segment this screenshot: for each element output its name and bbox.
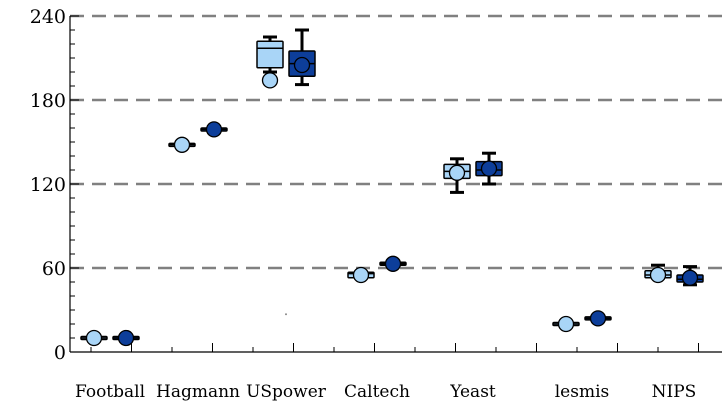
mean-marker	[85, 329, 103, 347]
mean-marker	[589, 310, 607, 327]
mean-marker	[448, 164, 466, 181]
box-football-dark	[112, 329, 140, 347]
box-hagmann-light	[168, 136, 196, 153]
iqr-box	[256, 40, 284, 69]
box-uspower-light	[256, 35, 284, 89]
box-uspower-dark	[288, 28, 316, 87]
box-caltech-dark	[379, 255, 407, 272]
box-caltech-light	[347, 266, 375, 284]
y-tick-label-240: 240	[30, 6, 66, 28]
box-nips-dark	[676, 265, 704, 287]
axes	[69, 15, 722, 353]
y-tick-label-120: 120	[30, 174, 66, 196]
box-football-light	[80, 329, 108, 347]
category-label-uspower: USpower	[246, 382, 327, 402]
mean-marker	[352, 266, 370, 284]
mean-marker	[293, 56, 311, 74]
category-label-nips: NIPS	[652, 382, 697, 402]
labels: 0 60 120 180 240 Football Hagmann USpower Caltec…	[30, 6, 697, 402]
box-nips-light	[644, 263, 672, 284]
y-tick-label-60: 60	[42, 258, 66, 280]
mean-marker	[557, 315, 575, 333]
category-label-caltech: Caltech	[344, 382, 410, 402]
box-yeast-light	[443, 157, 471, 194]
box-hagmann-dark	[200, 121, 228, 138]
category-label-football: Football	[75, 382, 145, 402]
mean-marker	[205, 121, 223, 138]
mean-marker	[649, 266, 667, 284]
category-label-hagmann: Hagmann	[156, 382, 240, 402]
mean-marker	[117, 329, 135, 347]
mean-marker	[681, 269, 699, 286]
boxes	[80, 28, 704, 347]
mean-marker	[261, 72, 279, 89]
box-lesmis-light	[552, 315, 580, 333]
category-label-yeast: Yeast	[449, 382, 496, 402]
box-lesmis-dark	[584, 310, 612, 327]
outlier-point-0	[285, 313, 287, 316]
y-tick-label-180: 180	[30, 90, 66, 112]
y-tick-label-0: 0	[54, 342, 66, 364]
category-label-lesmis: lesmis	[555, 382, 610, 402]
gridlines	[70, 14, 722, 270]
mean-marker	[384, 255, 402, 272]
mean-marker	[480, 160, 498, 177]
mean-marker	[173, 136, 191, 153]
box-yeast-dark	[475, 151, 503, 186]
